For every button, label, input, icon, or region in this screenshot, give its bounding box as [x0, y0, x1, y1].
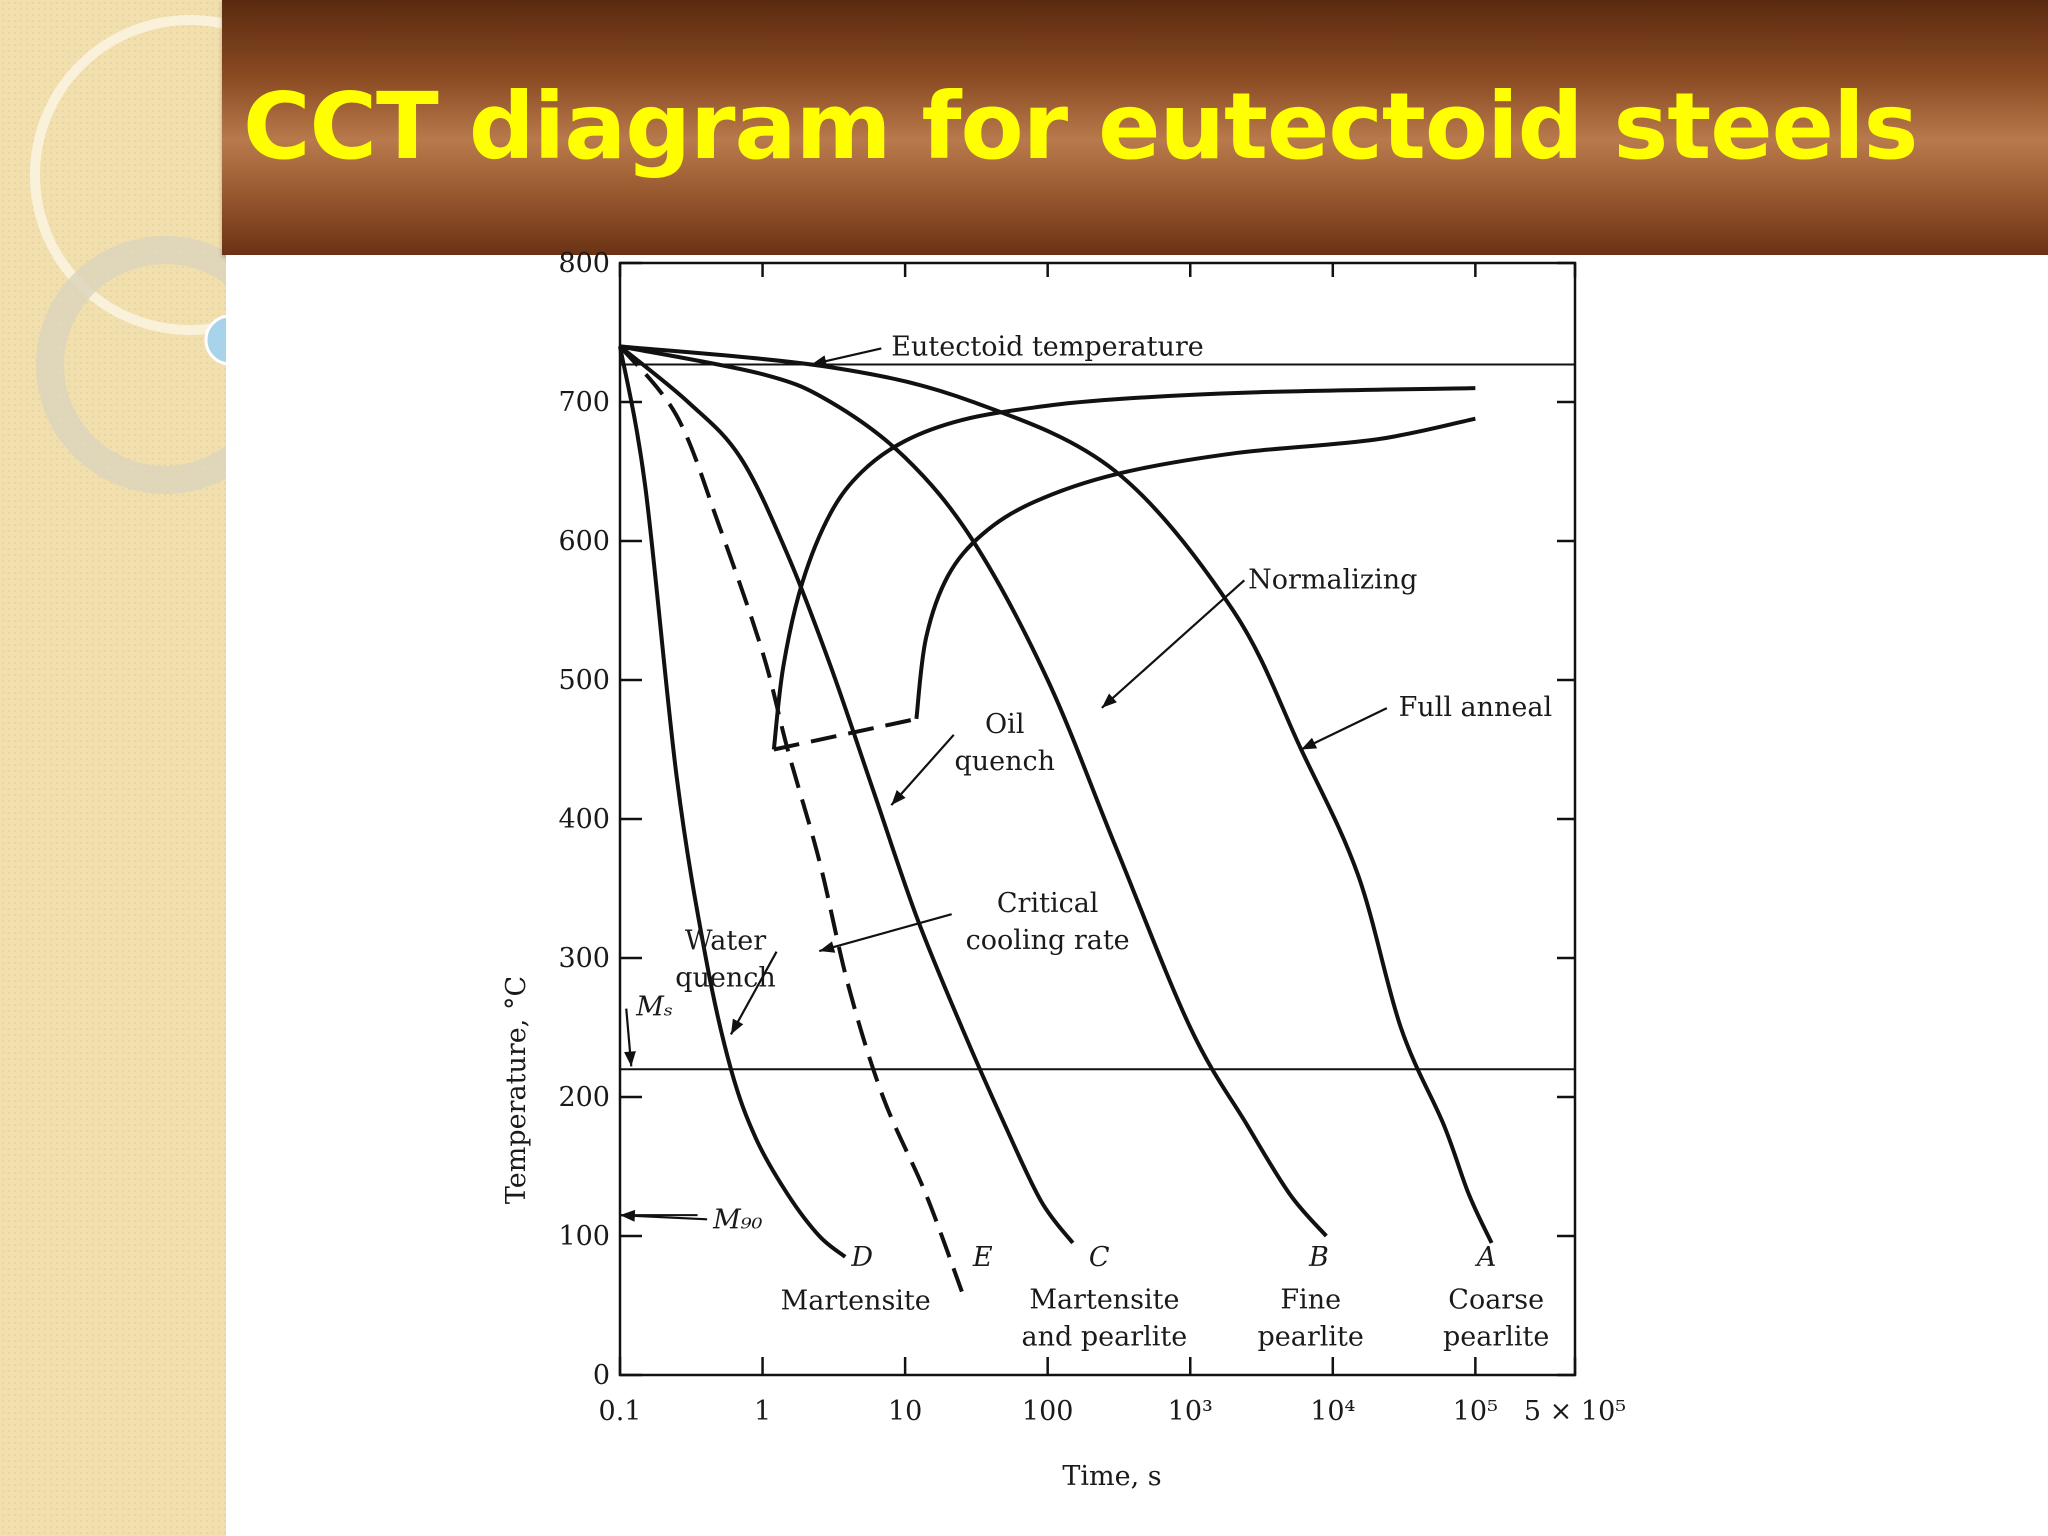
x-axis-label: Time, s	[1062, 1461, 1161, 1492]
microstructure-label: Coarse pearlite	[1443, 1284, 1549, 1352]
microstructure-label-line: and pearlite	[1022, 1321, 1188, 1352]
transformation-curve-pearlite-finish	[914, 416, 1476, 720]
title-banner	[222, 0, 2048, 255]
arrow-head	[1301, 737, 1318, 750]
y-tick-label: 500	[558, 665, 610, 696]
annotation-line: Full anneal	[1399, 692, 1553, 723]
microstructure-label: Martensite and pearlite	[1022, 1284, 1188, 1352]
annotation-normalizing: Normalizing	[1248, 564, 1417, 595]
ref-label-m90: M₉₀	[712, 1204, 762, 1235]
cooling-curve-d	[618, 346, 847, 1259]
x-tick-label: 10	[888, 1396, 922, 1427]
microstructure-label-line: Coarse	[1448, 1284, 1544, 1315]
annotation-line: Critical	[997, 888, 1099, 919]
x-tick-label: 0.1	[599, 1396, 642, 1427]
transformation-curve-pearlite-start	[771, 386, 1476, 750]
microstructure-label-line: pearlite	[1258, 1321, 1364, 1352]
x-tick-label: 10⁵	[1453, 1396, 1498, 1427]
annotation-critical: Critical cooling rate	[966, 888, 1130, 956]
ref-label-ms: Mₛ	[635, 992, 673, 1023]
axes-layer: 0 100 200 300 400 500 600 700 800 0.1 1 10 100 10³ 10⁴…	[558, 248, 1626, 1427]
arrow-head	[819, 941, 836, 953]
microstructure-label-line: Martensite	[1029, 1284, 1179, 1315]
curve-label-C: C	[1089, 1242, 1110, 1273]
arrow-head	[624, 1051, 636, 1067]
annotation-arrow	[1300, 707, 1388, 751]
cooling-curve-e	[618, 345, 964, 1293]
arrow-head	[620, 1209, 636, 1222]
annotation-arrow	[890, 734, 955, 806]
reference-lines: Eutectoid temperature Mₛ M₉₀	[619, 331, 1575, 1235]
annotation-line: quench	[954, 746, 1055, 777]
y-tick-label: 800	[558, 248, 610, 279]
curve-label-A: A	[1474, 1242, 1497, 1273]
annotation-arrow	[1101, 579, 1246, 709]
y-tick-label: 0	[593, 1360, 610, 1391]
annotation-line: Normalizing	[1248, 564, 1417, 595]
ref-label-eutectoid: Eutectoid temperature	[891, 331, 1203, 362]
annotation-arrow	[818, 913, 952, 953]
annotation-line: cooling rate	[966, 925, 1130, 956]
arrow-head	[891, 790, 906, 806]
y-tick-label: 100	[558, 1221, 610, 1252]
curve-label-B: B	[1308, 1242, 1329, 1273]
cooling-curve-a	[619, 344, 1494, 1244]
annotation-arrow	[729, 951, 778, 1035]
annotation-oil: Oil quench	[954, 709, 1055, 777]
annotation-water: Water quench	[675, 926, 776, 994]
annotation-full-anneal: Full anneal	[1399, 692, 1553, 723]
y-tick-label: 700	[558, 387, 610, 418]
y-tick-label: 400	[558, 804, 610, 835]
x-tick-label: 10⁴	[1310, 1396, 1355, 1427]
curves-layer	[618, 344, 1494, 1293]
microstructure-label-line: Martensite	[781, 1286, 931, 1317]
labels-layer: D E C B A Martensite Martensite and pearlite Fin…	[675, 564, 1552, 1352]
y-axis-label: Temperature, °C	[501, 976, 532, 1204]
y-tick-label: 200	[558, 1082, 610, 1113]
annotation-line: Oil	[985, 709, 1024, 740]
x-tick-label: 100	[1022, 1396, 1074, 1427]
x-tick-label: 10³	[1168, 1396, 1213, 1427]
annotation-line: Water	[685, 926, 766, 957]
x-tick-label: 5 × 10⁵	[1524, 1396, 1626, 1427]
cooling-curve-c	[618, 344, 1075, 1245]
annotation-line: quench	[675, 963, 776, 994]
y-tick-label: 300	[558, 943, 610, 974]
cooling-curve-b	[619, 344, 1328, 1238]
microstructure-label-line: pearlite	[1443, 1321, 1549, 1352]
slide-title: CCT diagram for eutectoid steels	[243, 73, 1918, 180]
microstructure-label-line: Fine	[1280, 1284, 1341, 1315]
curve-label-D: D	[850, 1242, 873, 1273]
microstructure-label: Martensite	[781, 1286, 931, 1317]
x-tick-label: 1	[754, 1396, 771, 1427]
y-tick-label: 600	[558, 526, 610, 557]
curve-label-E: E	[972, 1242, 993, 1273]
microstructure-label: Fine pearlite	[1258, 1284, 1364, 1352]
arrow-head	[730, 1018, 744, 1035]
transformation-curve-transformation-limit	[773, 716, 917, 752]
arrow-head	[1101, 693, 1117, 708]
